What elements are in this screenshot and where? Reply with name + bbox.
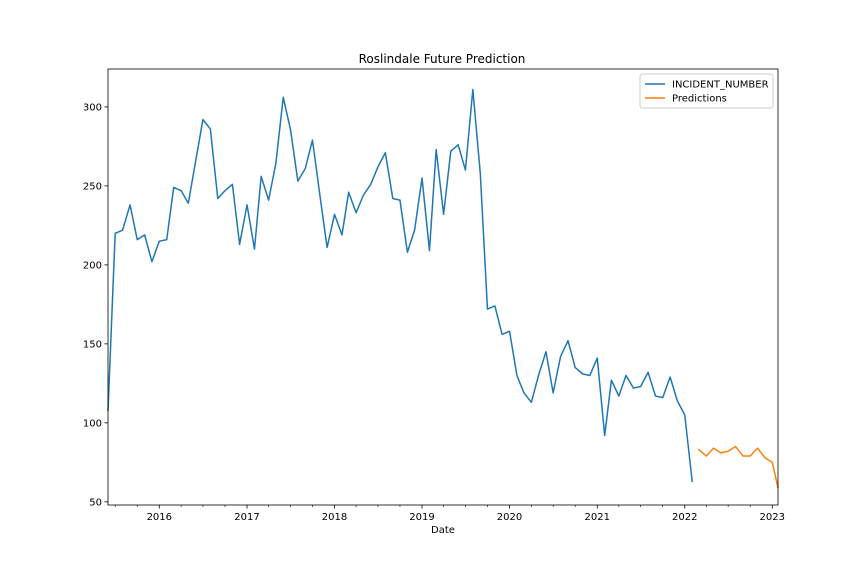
- x-tick-label: 2017: [234, 512, 259, 523]
- y-tick-label: 300: [83, 102, 102, 113]
- chart-title: Roslindale Future Prediction: [359, 52, 526, 66]
- series-line-1: [697, 445, 779, 489]
- x-axis-title: Date: [431, 525, 455, 536]
- x-axis: 2016 2017 2018 2019 2020 2021 2022 2023: [114, 505, 785, 523]
- x-tick-label: 2022: [672, 512, 697, 523]
- y-tick-label: 50: [89, 497, 102, 508]
- legend-label: INCIDENT_NUMBER: [672, 80, 769, 91]
- y-axis: 50 100 150 200 250 300: [83, 102, 108, 508]
- y-tick-label: 250: [83, 181, 102, 192]
- legend-box: [639, 73, 774, 109]
- legend-label: Predictions: [672, 94, 727, 105]
- series-layer: [107, 88, 779, 489]
- x-tick-label: 2018: [322, 512, 347, 523]
- plot-frame: [107, 68, 779, 506]
- x-tick-label: 2016: [147, 512, 172, 523]
- plot-area: [107, 68, 779, 506]
- y-tick-label: 150: [83, 339, 102, 350]
- y-tick-label: 200: [83, 260, 102, 271]
- x-tick-label: 2021: [585, 512, 610, 523]
- x-tick-label: 2023: [760, 512, 785, 523]
- x-tick-label: 2019: [409, 512, 434, 523]
- y-tick-label: 100: [83, 418, 102, 429]
- x-tick-label: 2020: [497, 512, 522, 523]
- legend: INCIDENT_NUMBER Predictions: [639, 73, 774, 109]
